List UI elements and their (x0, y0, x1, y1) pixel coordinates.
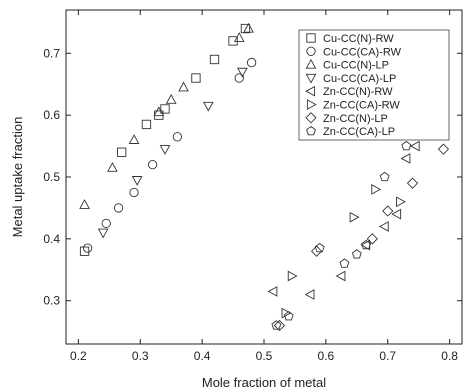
data-point (240, 23, 251, 34)
data-point (382, 205, 394, 217)
y-tick-label: 0.3 (43, 294, 60, 308)
x-tick-label: 0.2 (70, 349, 87, 363)
y-tick-label: 0.6 (43, 108, 60, 122)
data-point (361, 239, 371, 250)
legend-marker (306, 125, 316, 136)
x-tick-label: 0.6 (318, 349, 335, 363)
data-point (396, 196, 406, 208)
data-point (273, 319, 286, 332)
y-tick-label: 0.5 (43, 170, 60, 184)
data-point (97, 228, 109, 239)
data-point (131, 176, 143, 186)
legend-marker (305, 112, 317, 124)
series-2 (83, 57, 257, 253)
data-point (236, 67, 248, 78)
series-5 (267, 140, 420, 300)
data-point (287, 270, 298, 282)
legend-marker (305, 58, 317, 69)
legend-label: Zn-CC(N)-LP (323, 113, 388, 125)
data-point (437, 143, 450, 155)
data-point (339, 258, 350, 268)
data-point (128, 134, 140, 144)
y-tick-label: 0.4 (43, 232, 60, 246)
legend-marker (306, 99, 317, 110)
legend-marker (306, 33, 316, 43)
data-point (310, 245, 323, 257)
y-tick-label: 0.7 (43, 46, 60, 60)
data-point (172, 132, 183, 142)
data-point (283, 311, 294, 321)
axis-ticks: 0.2 0.3 0.4 0.5 0.6 0.7 0.8 0.3 0.4 0.5 0.6 0.7 (43, 10, 462, 363)
legend-label: Cu-CC(N)-LP (323, 60, 389, 72)
data-point (233, 32, 245, 42)
data-point (234, 73, 244, 83)
legend-marker (305, 85, 316, 97)
series-1 (79, 23, 251, 256)
data-point (409, 140, 420, 152)
data-point (79, 199, 90, 209)
data-point (79, 246, 90, 256)
data-point (379, 171, 390, 182)
data-point (391, 208, 402, 220)
series-6 (281, 119, 425, 319)
data-point (141, 119, 152, 130)
legend-label: Zn-CC(CA)-RW (323, 100, 400, 112)
data-point (165, 93, 177, 104)
x-tick-label: 0.3 (132, 349, 149, 363)
data-point (202, 101, 214, 112)
x-tick-label: 0.7 (379, 349, 396, 363)
data-point (304, 289, 315, 300)
legend-label: Cu-CC(N)-RW (323, 33, 394, 45)
legend-label: Cu-CC(CA)-RW (323, 46, 402, 58)
data-point (191, 73, 201, 83)
data-point (113, 203, 124, 213)
x-axis-label: Mole fraction of metal (202, 375, 326, 390)
data-point (159, 145, 171, 155)
x-tick-label: 0.5 (256, 349, 273, 363)
legend-box (298, 29, 450, 141)
series-3 (79, 22, 254, 209)
data-point (83, 243, 93, 253)
data-point (335, 270, 346, 282)
data-point (267, 286, 278, 297)
data-point (281, 307, 292, 319)
data-point (351, 249, 362, 259)
legend-marker (305, 73, 317, 84)
data-point (366, 233, 378, 245)
data-point (107, 161, 118, 172)
data-point (160, 104, 170, 114)
data-point (243, 22, 254, 33)
data-point (406, 177, 419, 189)
data-point (147, 159, 158, 170)
legend-label: Zn-CC(N)-RW (323, 86, 393, 98)
x-tick-label: 0.4 (194, 349, 211, 363)
data-point (178, 81, 189, 92)
data-point (228, 36, 238, 46)
legend-label: Cu-CC(CA)-LP (323, 73, 396, 85)
data-point (209, 54, 220, 65)
data-point (371, 184, 382, 195)
y-axis-label: Metal uptake fraction (10, 117, 25, 238)
series-4 (97, 67, 248, 239)
data-point (246, 57, 257, 68)
data-point (129, 187, 139, 198)
data-point (400, 153, 411, 164)
x-tick-label: 0.8 (441, 349, 458, 363)
data-point (378, 221, 389, 232)
data-point (117, 147, 127, 157)
legend-marker (306, 46, 316, 56)
data-point (101, 218, 111, 229)
data-point (271, 320, 282, 330)
legend-label: Zn-CC(CA)-LP (323, 126, 395, 138)
data-point (153, 106, 165, 117)
data-point (401, 140, 412, 151)
series-7 (273, 143, 450, 332)
data-point (314, 242, 325, 253)
data-point (349, 211, 360, 223)
